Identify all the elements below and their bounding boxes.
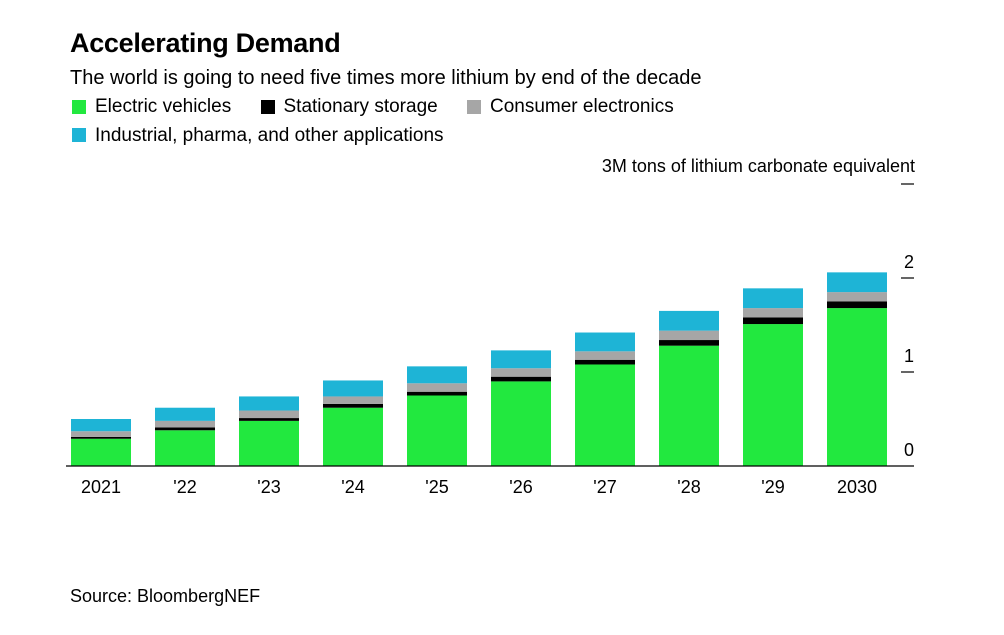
y-ticks-group: 0 1 2 <box>901 183 914 460</box>
bar-segment <box>659 345 719 466</box>
x-tick-label: 2030 <box>837 477 877 497</box>
bar-segment <box>71 438 131 466</box>
legend-label: Stationary storage <box>283 96 438 117</box>
legend-swatch <box>260 99 275 114</box>
legend-label: Electric vehicles <box>95 96 232 117</box>
bar-segment <box>239 420 299 466</box>
bar-segment <box>827 301 887 309</box>
bar-segment <box>323 380 383 397</box>
x-tick-label: '26 <box>509 477 532 497</box>
y-tick-label: 1 <box>904 346 914 366</box>
bar-segment <box>827 272 887 293</box>
x-tick-label: '29 <box>761 477 784 497</box>
source-note: Source: BloombergNEF <box>70 586 261 606</box>
x-tick-label: 2021 <box>81 477 121 497</box>
bar-segment <box>575 351 635 360</box>
bar-segment <box>743 324 803 466</box>
x-labels-group: 2021 '22 '23 '24 '25 '26 '27 '28 '29 2030 <box>81 477 877 497</box>
bar-segment <box>71 419 131 432</box>
bar-segment <box>575 332 635 352</box>
bar-segment <box>743 288 803 309</box>
bar-segment <box>155 427 215 431</box>
x-tick-label: '27 <box>593 477 616 497</box>
bar-segment <box>407 391 467 396</box>
bar-segment <box>155 407 215 421</box>
x-tick-label: '28 <box>677 477 700 497</box>
chart-subtitle: The world is going to need five times mo… <box>70 67 702 89</box>
legend-swatch <box>72 128 86 142</box>
bar-segment <box>743 308 803 318</box>
bar-segment <box>659 310 719 331</box>
x-tick-label: '24 <box>341 477 364 497</box>
bar-segment <box>407 383 467 392</box>
x-tick-label: '22 <box>173 477 196 497</box>
bar-segment <box>743 317 803 325</box>
bar-segment <box>491 376 551 382</box>
x-tick-label: '23 <box>257 477 280 497</box>
bar-segment <box>155 430 215 466</box>
y-axis-unit-label: 3M tons of lithium carbonate equivalent <box>602 156 915 176</box>
bar-segment <box>323 403 383 408</box>
legend-swatch <box>466 99 481 114</box>
bar-segment <box>659 330 719 341</box>
bar-segment <box>491 350 551 369</box>
legend-item-electric-vehicles: Electric vehicles <box>72 93 231 120</box>
bar-segment <box>239 396 299 411</box>
legend-item-consumer-electronics: Consumer electronics <box>466 93 674 120</box>
legend-item-industrial: Industrial, pharma, and other applicatio… <box>72 122 444 149</box>
bar-segment <box>71 431 131 437</box>
legend: Electric vehicles Stationary storage Con… <box>72 93 872 150</box>
bar-segment <box>575 359 635 365</box>
bar-segment <box>323 407 383 466</box>
legend-label: Industrial, pharma, and other applicatio… <box>95 124 444 146</box>
bar-segment <box>407 366 467 384</box>
legend-label: Consumer electronics <box>489 96 674 117</box>
x-tick-label: '25 <box>425 477 448 497</box>
bar-segment <box>827 308 887 466</box>
chart-title: Accelerating Demand <box>70 28 341 58</box>
bar-segment <box>491 368 551 377</box>
bar-segment <box>155 420 215 428</box>
bar-segment <box>71 436 131 439</box>
bar-segment <box>827 292 887 302</box>
bars-group <box>71 272 887 466</box>
bar-segment <box>323 396 383 404</box>
legend-item-stationary-storage: Stationary storage <box>260 93 438 120</box>
y-tick-label: 0 <box>904 440 914 460</box>
legend-swatch <box>72 99 86 114</box>
bar-segment <box>575 364 635 466</box>
bar-segment <box>407 395 467 466</box>
bar-segment <box>239 410 299 419</box>
bar-segment <box>491 381 551 466</box>
bar-segment <box>239 418 299 421</box>
y-tick-label: 2 <box>904 252 914 272</box>
bar-segment <box>659 340 719 346</box>
